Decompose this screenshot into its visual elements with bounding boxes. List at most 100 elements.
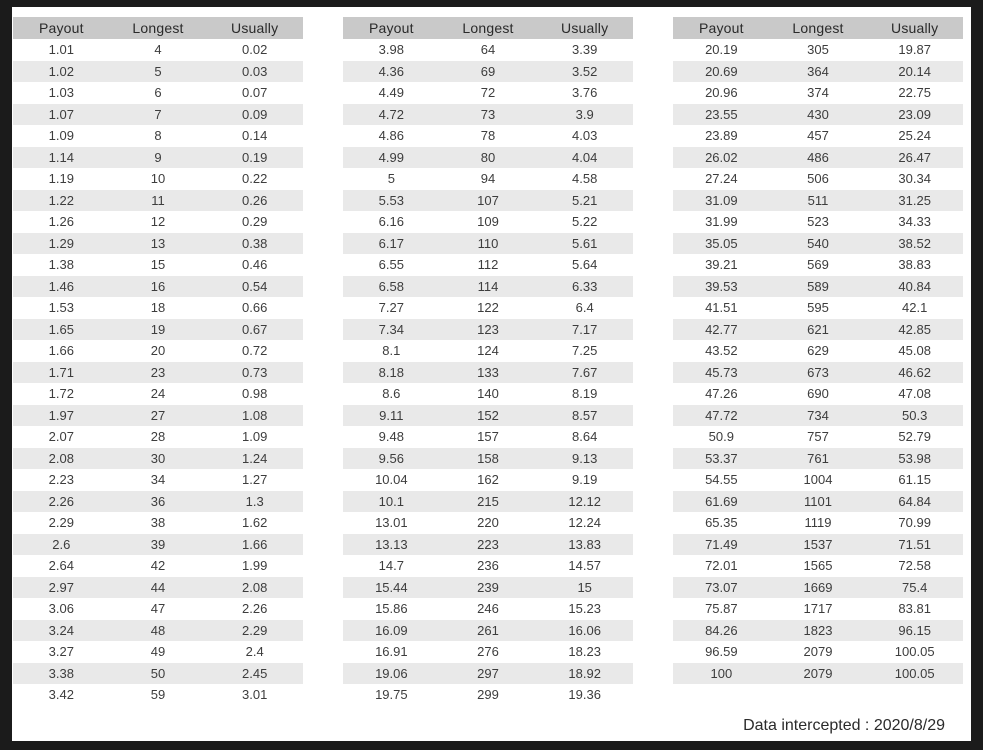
table-cell: 73 — [480, 106, 496, 122]
table-cell: 73.07 — [705, 579, 738, 595]
table-cell: 7.17 — [572, 321, 598, 337]
table-cell: 11 — [151, 192, 165, 208]
table-cell: 1717 — [803, 601, 833, 617]
table-row: 2.6 39 1.66 — [13, 533, 303, 555]
table-cell: 0.22 — [242, 171, 268, 187]
table-cell: 23 — [150, 364, 166, 380]
table-cell: 236 — [477, 558, 499, 574]
table-cell: 0.03 — [242, 63, 268, 79]
table-cell: 1.99 — [242, 558, 268, 574]
table-cell: 9.48 — [378, 429, 404, 445]
table-cell: 0.14 — [242, 128, 268, 144]
table-cell: 38 — [150, 515, 166, 531]
table-cell: 15.44 — [375, 579, 408, 595]
table-cell: 3.06 — [48, 601, 74, 617]
table-row: 71.49 1537 71.51 — [673, 533, 963, 555]
table-row: 15.44 239 15 — [343, 576, 633, 598]
table-cell: 1.14 — [48, 149, 74, 165]
table-row: 6.58 114 6.33 — [343, 275, 633, 297]
table-cell: 26.02 — [705, 149, 738, 165]
table-row: 13.13 223 13.83 — [343, 533, 633, 555]
table-row: 7.34 123 7.17 — [343, 318, 633, 340]
table-cell: 2.29 — [242, 622, 268, 638]
table-row: 8.1 124 7.25 — [343, 340, 633, 362]
payout-table-1: Payout Longest Usually 1.01 4 0.02 1.02 5 0.0… — [13, 17, 303, 706]
table-row: 1.38 15 0.46 — [13, 254, 303, 276]
table-cell: 0.29 — [242, 214, 268, 230]
table-cell: 276 — [477, 644, 499, 660]
table-cell: 1.24 — [242, 450, 268, 466]
table-row: 100 2079 100.05 — [673, 662, 963, 684]
table-cell: 52.79 — [898, 429, 931, 445]
table-cell: 1.22 — [48, 192, 74, 208]
table-row: 39.21 569 38.83 — [673, 254, 963, 276]
table-row: 2.97 44 2.08 — [13, 576, 303, 598]
table-cell: 9.11 — [379, 407, 404, 423]
table-cell: 5.61 — [572, 235, 598, 251]
column-header-usually: Usually — [891, 20, 939, 36]
table-cell: 3.52 — [572, 63, 598, 79]
table-cell: 3.39 — [572, 42, 598, 58]
table-cell: 53.37 — [705, 450, 738, 466]
table-cell: 34 — [150, 472, 166, 488]
table-cell: 511 — [807, 192, 829, 208]
table-cell: 0.38 — [242, 235, 268, 251]
table-cell: 673 — [807, 364, 829, 380]
table-row: 35.05 540 38.52 — [673, 232, 963, 254]
table-row: 61.69 1101 64.84 — [673, 490, 963, 512]
table-row: 45.73 673 46.62 — [673, 361, 963, 383]
table-cell: 364 — [807, 63, 829, 79]
table-body: 20.19 305 19.87 20.69 364 20.14 20.96 374 22.75 2… — [673, 39, 963, 684]
table-cell: 47 — [150, 601, 166, 617]
column-header-payout: Payout — [368, 20, 414, 36]
table-cell: 223 — [477, 536, 499, 552]
table-cell: 8.6 — [382, 386, 401, 402]
table-cell: 152 — [477, 407, 499, 423]
table-row: 41.51 595 42.1 — [673, 297, 963, 319]
table-row: 3.27 49 2.4 — [13, 641, 303, 663]
table-cell: 3.9 — [575, 106, 594, 122]
table-cell: 158 — [477, 450, 499, 466]
table-cell: 39 — [150, 536, 166, 552]
table-cell: 1119 — [804, 515, 832, 531]
table-cell: 23.09 — [898, 106, 931, 122]
table-cell: 1.53 — [48, 300, 74, 316]
table-cell: 2.07 — [48, 429, 74, 445]
table-cell: 49 — [150, 644, 166, 660]
table-cell: 10.04 — [375, 472, 408, 488]
table-row: 31.99 523 34.33 — [673, 211, 963, 233]
table-cell: 14.57 — [568, 558, 601, 574]
table-cell: 1.38 — [48, 257, 74, 273]
table-cell: 0.67 — [242, 321, 268, 337]
table-row: 3.38 50 2.45 — [13, 662, 303, 684]
column-header-longest: Longest — [792, 20, 844, 36]
table-cell: 5.22 — [572, 214, 598, 230]
table-cell: 50.9 — [708, 429, 734, 445]
table-cell: 47.08 — [898, 386, 931, 402]
table-cell: 0.73 — [242, 364, 268, 380]
table-cell: 1537 — [803, 536, 833, 552]
table-row: 39.53 589 40.84 — [673, 275, 963, 297]
table-cell: 8.64 — [572, 429, 598, 445]
table-header-row: Payout Longest Usually — [673, 17, 963, 39]
table-row: 14.7 236 14.57 — [343, 555, 633, 577]
table-cell: 61.15 — [898, 472, 931, 488]
table-cell: 246 — [477, 601, 499, 617]
table-row: 20.96 374 22.75 — [673, 82, 963, 104]
table-cell: 506 — [807, 171, 829, 187]
table-cell: 3.98 — [378, 42, 404, 58]
table-row: 1.02 5 0.03 — [13, 60, 303, 82]
table-cell: 8 — [154, 128, 162, 144]
table-row: 4.99 80 4.04 — [343, 146, 633, 168]
table-cell: 100 — [710, 665, 733, 681]
table-cell: 112 — [477, 257, 499, 273]
table-cell: 80 — [480, 149, 496, 165]
table-cell: 1.71 — [48, 364, 74, 380]
table-cell: 26.47 — [898, 149, 931, 165]
table-cell: 9.56 — [378, 450, 404, 466]
table-cell: 1.97 — [48, 407, 74, 423]
table-cell: 1.19 — [48, 171, 74, 187]
table-row: 10.04 162 9.19 — [343, 469, 633, 491]
table-row: 9.56 158 9.13 — [343, 447, 633, 469]
table-row: 2.23 34 1.27 — [13, 469, 303, 491]
